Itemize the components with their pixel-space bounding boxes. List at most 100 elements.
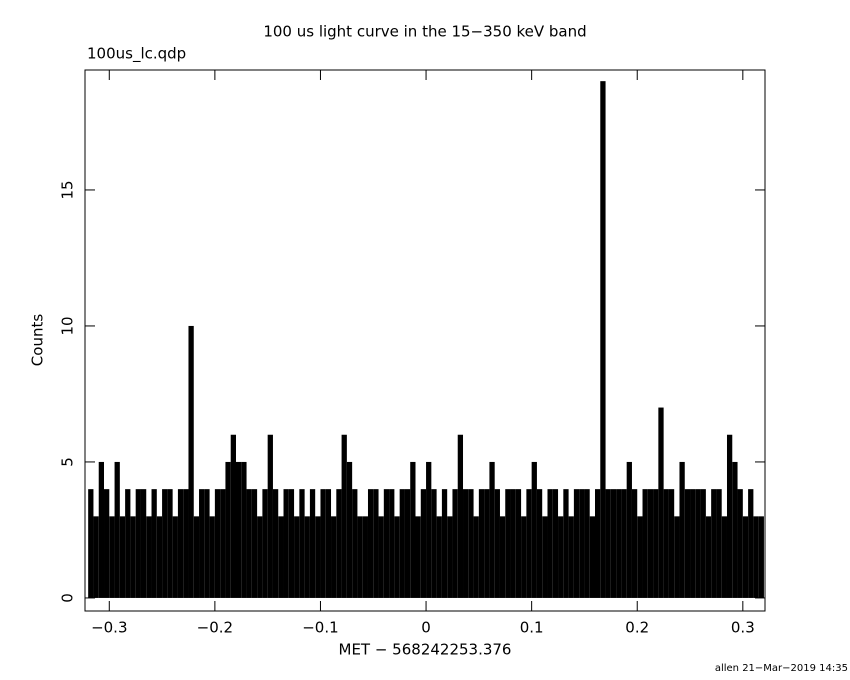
bar: [737, 489, 743, 598]
bar: [304, 516, 310, 598]
bar: [251, 489, 258, 598]
x-axis-label: MET − 568242253.376: [339, 641, 512, 659]
bar: [658, 407, 664, 598]
bar: [241, 461, 247, 598]
bar: [320, 489, 326, 598]
bar: [695, 489, 701, 598]
bar: [88, 489, 94, 598]
bar: [283, 489, 289, 598]
bar: [499, 516, 506, 598]
bar: [104, 489, 110, 598]
bar: [188, 325, 194, 598]
bar: [473, 516, 479, 598]
bar: [631, 489, 638, 598]
bar: [510, 489, 516, 598]
bar: [352, 489, 358, 598]
x-tick-label: −0.1: [302, 619, 338, 637]
bar: [262, 489, 268, 598]
bar: [463, 489, 469, 598]
bar: [362, 516, 368, 598]
bar: [294, 516, 300, 598]
bar: [716, 489, 722, 598]
x-tick-label: 0.2: [625, 619, 649, 637]
bar: [98, 461, 105, 598]
bar: [441, 489, 448, 598]
bar: [674, 516, 680, 598]
bar: [536, 489, 543, 598]
bar: [610, 489, 617, 598]
bar: [690, 489, 696, 598]
bar: [230, 434, 236, 598]
bar: [478, 489, 485, 598]
bar: [663, 489, 669, 598]
bar: [130, 516, 136, 598]
bar: [431, 489, 437, 598]
bar: [758, 516, 764, 598]
bar: [552, 489, 559, 598]
bar: [225, 461, 231, 598]
chart-title: 100 us light curve in the 15−350 keV ban…: [263, 23, 586, 41]
bar: [447, 516, 453, 598]
bar: [457, 434, 464, 598]
y-tick-label: 0: [59, 593, 77, 603]
bar: [542, 516, 548, 598]
bar: [257, 516, 263, 598]
bar: [531, 461, 537, 598]
bar: [383, 489, 390, 598]
bar: [125, 489, 131, 598]
bar: [135, 489, 141, 598]
bar: [679, 461, 685, 598]
bar: [705, 516, 712, 598]
bar: [547, 489, 553, 598]
bar: [563, 489, 569, 598]
y-axis-label: Counts: [29, 314, 47, 367]
bar: [299, 489, 305, 598]
bar: [726, 434, 733, 598]
bar: [214, 489, 221, 598]
bar: [436, 516, 442, 598]
bar: [589, 516, 595, 598]
bar: [151, 489, 157, 598]
bar: [505, 489, 511, 598]
bar: [367, 489, 374, 598]
bar: [468, 489, 474, 598]
bar: [748, 489, 754, 598]
bar: [452, 489, 458, 598]
x-tick-label: 0: [421, 619, 431, 637]
bar: [172, 516, 178, 598]
x-tick-label: −0.3: [91, 619, 127, 637]
footer: allen 21−Mar−2019 14:35: [715, 663, 848, 674]
bar: [742, 516, 749, 598]
bar: [568, 516, 574, 598]
bar: [93, 516, 99, 598]
bar: [573, 489, 580, 598]
bar: [167, 489, 173, 598]
bar: [684, 489, 691, 598]
bar: [621, 489, 627, 598]
bar: [584, 489, 590, 598]
bar: [373, 489, 379, 598]
bar: [183, 489, 189, 598]
bar: [357, 516, 363, 598]
bar: [637, 516, 643, 598]
bar: [558, 516, 564, 598]
bar: [288, 489, 295, 598]
chart-subtitle: 100us_lc.qdp: [87, 45, 186, 64]
bar: [399, 489, 405, 598]
bar: [119, 516, 126, 598]
x-tick-label: 0.1: [520, 619, 544, 637]
bar: [616, 489, 622, 598]
bar: [521, 516, 527, 598]
bar: [267, 434, 273, 598]
bar: [331, 516, 337, 598]
bar: [410, 461, 416, 598]
bar: [309, 489, 316, 598]
y-tick-label: 10: [59, 316, 77, 335]
bar: [146, 516, 152, 598]
bar: [484, 489, 490, 598]
bar: [721, 516, 727, 598]
bar: [647, 489, 654, 598]
bar: [177, 489, 184, 598]
bar: [668, 489, 675, 598]
